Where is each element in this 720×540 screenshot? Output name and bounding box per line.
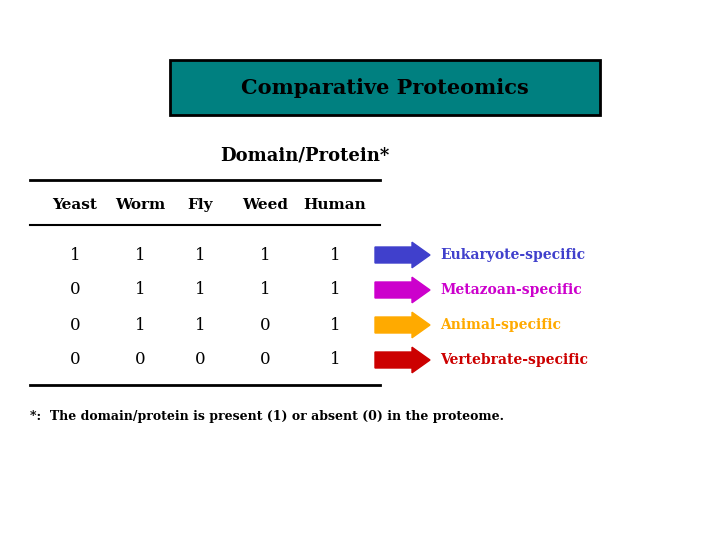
- Text: *:  The domain/protein is present (1) or absent (0) in the proteome.: *: The domain/protein is present (1) or …: [30, 410, 504, 423]
- Text: 0: 0: [135, 352, 145, 368]
- Text: Human: Human: [304, 198, 366, 212]
- FancyArrow shape: [375, 312, 430, 338]
- Text: 1: 1: [135, 316, 145, 334]
- Text: Weed: Weed: [242, 198, 288, 212]
- Text: 1: 1: [135, 246, 145, 264]
- Text: Worm: Worm: [115, 198, 165, 212]
- Text: 1: 1: [260, 281, 270, 299]
- Text: 1: 1: [330, 316, 341, 334]
- Text: 1: 1: [135, 281, 145, 299]
- Text: 1: 1: [330, 352, 341, 368]
- Text: 1: 1: [70, 246, 81, 264]
- Text: 0: 0: [194, 352, 205, 368]
- Text: Eukaryote-specific: Eukaryote-specific: [440, 248, 585, 262]
- Text: 0: 0: [260, 352, 270, 368]
- Text: 1: 1: [260, 246, 270, 264]
- Text: Comparative Proteomics: Comparative Proteomics: [241, 78, 529, 98]
- Text: 0: 0: [260, 316, 270, 334]
- Bar: [170, 60, 600, 115]
- Text: 1: 1: [194, 246, 205, 264]
- FancyArrow shape: [375, 277, 430, 303]
- FancyArrow shape: [375, 242, 430, 268]
- Text: Metazoan-specific: Metazoan-specific: [440, 283, 582, 297]
- Text: Vertebrate-specific: Vertebrate-specific: [440, 353, 588, 367]
- Text: Animal-specific: Animal-specific: [440, 318, 561, 332]
- Text: Yeast: Yeast: [53, 198, 97, 212]
- Text: 1: 1: [330, 246, 341, 264]
- Text: 0: 0: [70, 281, 81, 299]
- Text: 0: 0: [70, 352, 81, 368]
- Text: 1: 1: [194, 281, 205, 299]
- FancyArrow shape: [375, 347, 430, 373]
- Text: Fly: Fly: [187, 198, 212, 212]
- Text: Domain/Protein*: Domain/Protein*: [220, 146, 390, 164]
- Text: 1: 1: [330, 281, 341, 299]
- Text: 0: 0: [70, 316, 81, 334]
- Text: 1: 1: [194, 316, 205, 334]
